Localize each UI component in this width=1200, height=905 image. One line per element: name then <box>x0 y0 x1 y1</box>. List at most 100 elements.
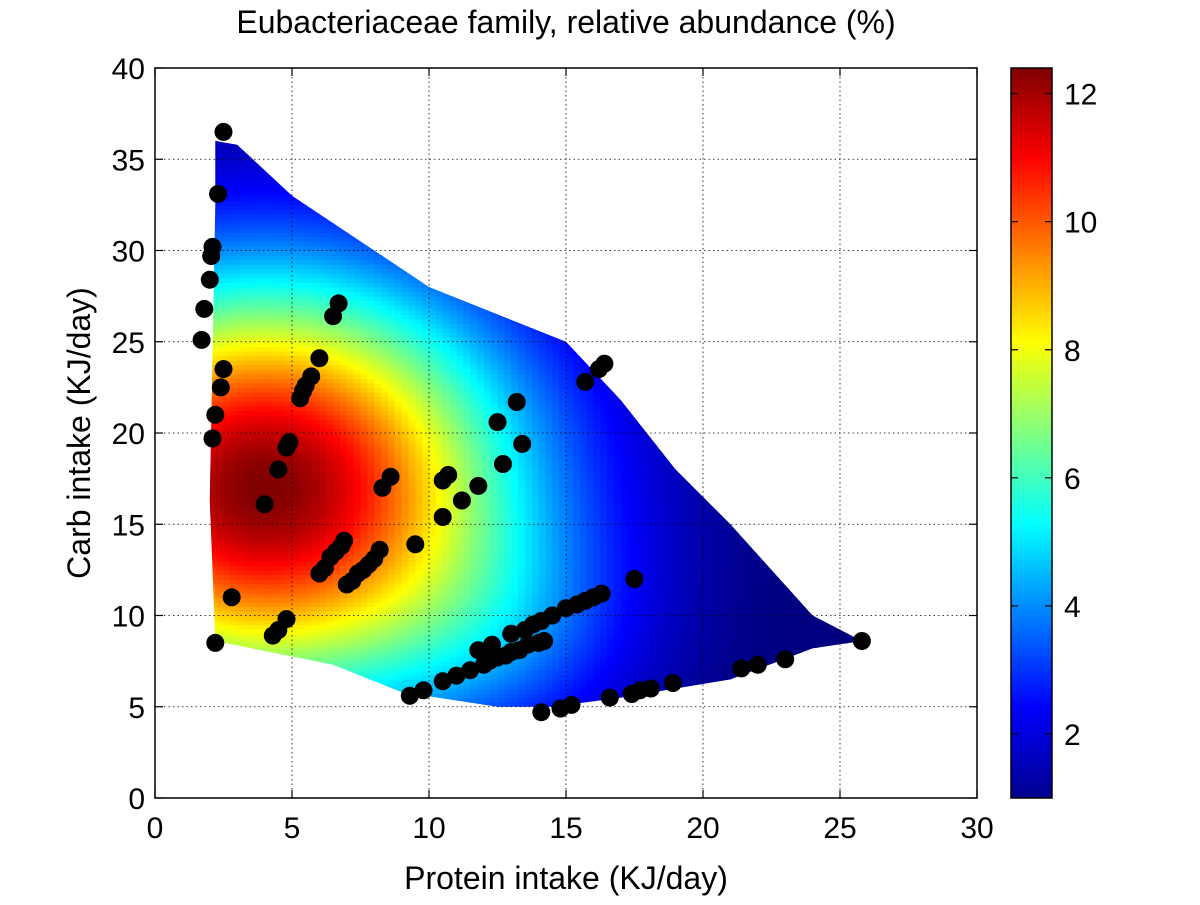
surface-cell <box>394 592 403 598</box>
surface-cell <box>216 337 225 343</box>
surface-cell <box>244 524 252 530</box>
surface-cell <box>223 355 231 361</box>
surface-cell <box>223 250 231 256</box>
surface-cell <box>305 656 314 662</box>
surface-cell <box>250 255 259 261</box>
surface-cell <box>319 542 327 548</box>
surface-cell <box>435 419 444 425</box>
surface-cell <box>244 364 252 370</box>
surface-cell <box>278 455 286 461</box>
surface-cell <box>387 620 396 626</box>
surface-cell <box>394 542 403 548</box>
surface-cell <box>360 401 368 407</box>
surface-cell <box>305 615 314 621</box>
surface-cell <box>264 200 273 206</box>
surface-cell <box>442 355 451 361</box>
surface-cell <box>401 665 410 671</box>
surface-cell <box>257 478 266 484</box>
surface-cell <box>367 487 375 493</box>
surface-cell <box>250 433 259 439</box>
surface-cell <box>333 597 341 603</box>
surface-cell <box>429 551 437 557</box>
surface-cell <box>250 638 259 644</box>
surface-cell <box>278 314 286 320</box>
surface-cell <box>216 300 225 306</box>
surface-cell <box>298 574 307 580</box>
surface-cell <box>257 423 266 430</box>
surface-cell <box>387 428 396 434</box>
surface-cell <box>394 487 403 493</box>
surface-cell <box>367 332 375 338</box>
surface-cell <box>257 419 266 425</box>
surface-cell <box>422 656 430 662</box>
surface-cell <box>264 419 273 425</box>
surface-cell <box>292 223 300 229</box>
surface-cell <box>442 350 451 357</box>
surface-cell <box>387 547 396 553</box>
surface-cell <box>223 154 231 160</box>
surface-cell <box>422 542 430 548</box>
surface-cell <box>209 378 218 384</box>
surface-cell <box>326 620 334 626</box>
surface-cell <box>230 227 238 233</box>
surface-cell <box>244 232 252 238</box>
surface-cell <box>312 346 320 352</box>
surface-cell <box>339 314 348 320</box>
surface-cell <box>333 442 341 448</box>
surface-cell <box>312 469 320 475</box>
surface-cell <box>387 277 396 284</box>
surface-cell <box>333 610 341 617</box>
surface-cell <box>387 528 396 534</box>
surface-cell <box>285 496 293 503</box>
surface-cell <box>223 533 231 539</box>
surface-cell <box>271 227 279 233</box>
surface-cell <box>216 551 225 557</box>
surface-cell <box>435 542 444 548</box>
surface-cell <box>381 610 389 617</box>
surface-cell <box>381 332 389 338</box>
surface-cell <box>387 460 396 466</box>
surface-cell <box>360 638 368 644</box>
surface-cell <box>244 583 252 589</box>
surface-cell <box>264 469 273 475</box>
surface-cell <box>257 464 266 471</box>
surface-cell <box>326 332 334 338</box>
surface-cell <box>230 492 238 498</box>
surface-cell <box>319 332 327 338</box>
surface-cell <box>422 592 430 598</box>
surface-cell <box>401 492 410 498</box>
surface-cell <box>230 405 238 411</box>
surface-cell <box>298 287 307 293</box>
surface-cell <box>367 296 375 302</box>
surface-cell <box>223 305 231 311</box>
surface-cell <box>415 638 423 644</box>
surface-cell <box>394 515 403 521</box>
surface-cell <box>394 629 403 635</box>
surface-cell <box>237 223 245 229</box>
surface-cell <box>216 277 225 284</box>
surface-cell <box>367 674 375 680</box>
surface-cell <box>422 396 430 402</box>
surface-cell <box>250 291 259 297</box>
surface-cell <box>257 378 266 384</box>
surface-cell <box>230 519 238 525</box>
surface-cell <box>408 396 416 402</box>
surface-cell <box>312 519 320 525</box>
surface-cell <box>292 601 300 607</box>
surface-cell <box>298 209 307 215</box>
surface-cell <box>401 579 410 585</box>
surface-cell <box>401 296 410 302</box>
surface-cell <box>326 606 334 612</box>
surface-cell <box>237 168 245 174</box>
surface-cell <box>449 460 457 466</box>
surface-cell <box>209 305 218 311</box>
surface-cell <box>422 606 430 612</box>
surface-cell <box>353 401 362 407</box>
surface-cell <box>216 318 225 325</box>
surface-cell <box>216 223 225 229</box>
surface-cell <box>278 496 286 503</box>
surface-cell <box>216 542 225 548</box>
surface-cell <box>435 647 444 653</box>
surface-cell <box>394 419 403 425</box>
surface-cell <box>387 670 396 676</box>
